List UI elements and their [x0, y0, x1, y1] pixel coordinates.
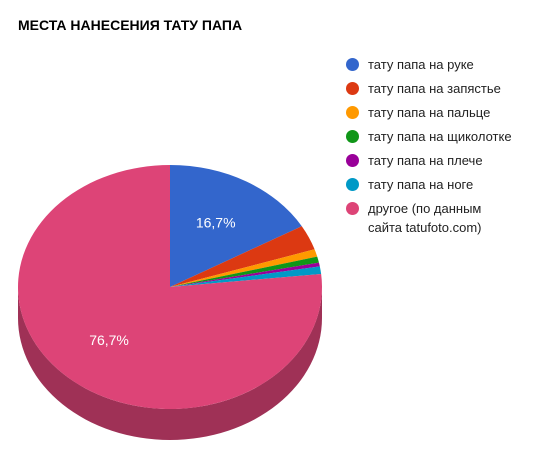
- value-label: 76,7%: [89, 332, 129, 348]
- pie-slice: [170, 266, 322, 287]
- pie-slice: [170, 262, 320, 287]
- legend-swatch: [346, 130, 359, 143]
- pie-slice: [18, 165, 323, 409]
- pie-slice: [170, 249, 318, 287]
- legend-swatch: [346, 154, 359, 167]
- legend-swatch: [346, 58, 359, 71]
- legend: тату папа на руке тату папа на запястье та…: [343, 55, 523, 242]
- legend-label: тату папа на плече: [368, 153, 483, 168]
- value-label: 16,7%: [196, 214, 236, 230]
- legend-label: другое (по данным сайта tatufoto.com): [368, 201, 482, 235]
- legend-swatch: [346, 106, 359, 119]
- legend-item: тату папа на плече: [343, 151, 513, 170]
- legend-swatch: [346, 82, 359, 95]
- legend-label: тату папа на пальце: [368, 105, 491, 120]
- legend-item: тату папа на пальце: [343, 103, 513, 122]
- legend-item: тату папа на запястье: [343, 79, 513, 98]
- legend-label: тату папа на запястье: [368, 81, 501, 96]
- legend-item: тату папа на щиколотке: [343, 127, 513, 146]
- legend-label: тату папа на ноге: [368, 177, 474, 192]
- legend-swatch: [346, 178, 359, 191]
- legend-swatch: [346, 202, 359, 215]
- pie-slice: [170, 226, 315, 287]
- legend-label: тату папа на щиколотке: [368, 129, 512, 144]
- pie-side: [18, 287, 322, 440]
- pie-slice: [170, 256, 319, 287]
- pie-slice: [170, 165, 302, 287]
- legend-label: тату папа на руке: [368, 57, 474, 72]
- legend-item: тату папа на ноге: [343, 175, 513, 194]
- legend-item: другое (по данным сайта tatufoto.com): [343, 199, 513, 237]
- chart-title: МЕСТА НАНЕСЕНИЯ ТАТУ ПАПА: [18, 17, 242, 33]
- legend-item: тату папа на руке: [343, 55, 513, 74]
